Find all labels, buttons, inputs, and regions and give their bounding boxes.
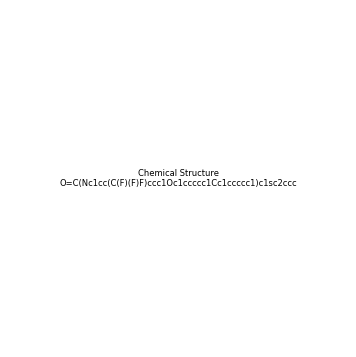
Text: Chemical Structure
O=C(Nc1cc(C(F)(F)F)ccc1Oc1ccccc1Cc1ccccc1)c1sc2ccc: Chemical Structure O=C(Nc1cc(C(F)(F)F)cc… [59,169,297,188]
